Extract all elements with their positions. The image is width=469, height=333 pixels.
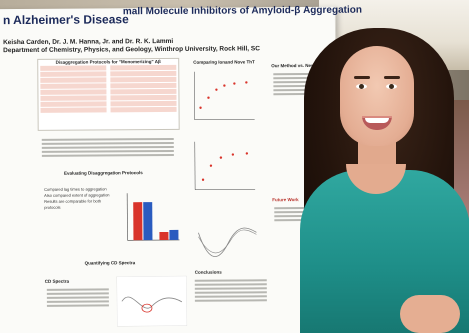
smile: [362, 116, 392, 130]
table-cell: [110, 88, 177, 95]
text-line: [41, 153, 174, 157]
table-col-right: [108, 64, 178, 113]
table-cell: [110, 76, 177, 83]
poster-department: Department of Chemistry, Physics, and Ge…: [3, 45, 260, 55]
table-cell: [40, 95, 107, 101]
comparing-heading: Comparing Ionand Nove ThT: [193, 59, 255, 65]
text-line: [41, 149, 174, 153]
cd-curve: [121, 296, 183, 309]
left-iris: [359, 84, 364, 89]
table-cell: [40, 83, 107, 89]
hand: [400, 295, 460, 333]
table-cell: [110, 94, 177, 101]
tht-scatter-chart: [194, 71, 255, 121]
text-line: [194, 279, 267, 282]
curve-2: [198, 229, 257, 254]
text-line: [194, 283, 267, 286]
poster-title: n Alzheimer's Disease: [3, 12, 129, 27]
disaggregation-table-panel: Disaggregation Protocols for "Monomerizi…: [37, 57, 180, 131]
text-line: [41, 137, 174, 141]
data-point: [245, 152, 249, 155]
data-point: [207, 96, 210, 99]
conclusions-heading: Conclusions: [194, 269, 222, 275]
cd-text-block: [43, 286, 113, 308]
text-line: [41, 145, 174, 149]
left-eyebrow: [354, 76, 370, 79]
text-line: [194, 291, 267, 294]
bar-blue-1: [143, 202, 153, 241]
presenter-person: [300, 0, 469, 333]
data-point: [223, 84, 226, 87]
table-cell: [110, 100, 177, 107]
text-line: [46, 304, 109, 307]
table-cell: [40, 101, 107, 107]
right-iris: [389, 84, 394, 89]
table-cell: [40, 89, 107, 95]
data-point: [231, 153, 235, 156]
bullet-item: Results are comparable for both protocol…: [44, 198, 102, 210]
data-point: [201, 178, 205, 181]
bar-red-1: [133, 202, 143, 241]
text-line: [46, 288, 109, 291]
evaluating-heading: Evaluating Disaggregation Protocols: [63, 170, 143, 176]
text-line: [46, 296, 109, 299]
cd-spectra-heading: CD Spectra: [44, 278, 70, 284]
lag-time-bar-chart: [126, 193, 180, 241]
right-eyebrow: [384, 76, 400, 79]
conclusions-text: [191, 277, 271, 304]
text-line: [46, 292, 109, 295]
data-point: [215, 88, 218, 91]
intro-text-block: [38, 136, 178, 159]
cd-overlay-chart: [198, 227, 257, 257]
text-line: [194, 299, 267, 302]
data-point: [209, 164, 213, 167]
table-col-left: [38, 64, 108, 113]
highlight-circle: [141, 303, 153, 313]
curve-1: [198, 227, 257, 257]
poster-title-line1: n Alzheimer's Disease: [2, 12, 129, 28]
table-cell: [40, 71, 107, 77]
data-point: [245, 81, 248, 84]
table-cell: [40, 107, 107, 113]
evaluating-bullets: Compared lag times to aggregation Also c…: [44, 186, 114, 210]
bar-blue-2: [169, 229, 179, 240]
table-cell: [110, 106, 177, 113]
poster-authors-block: Keisha Carden, Dr. J. M. Hanna, Jr. and …: [3, 37, 260, 55]
table-grid: [38, 64, 178, 114]
table-cell: [40, 65, 107, 71]
text-line: [194, 295, 267, 298]
left-eye: [356, 84, 367, 89]
right-eye: [386, 84, 397, 89]
text-line: [46, 300, 109, 303]
text-line: [194, 287, 267, 290]
data-point: [219, 156, 223, 159]
research-poster: n Alzheimer's Disease mall Molecule Inhi…: [0, 5, 362, 333]
table-cell: [40, 77, 107, 83]
text-line: [41, 141, 174, 145]
face: [340, 46, 414, 146]
bar-red-2: [159, 231, 169, 241]
data-point: [233, 82, 236, 85]
cd-spectrum-chart: [116, 275, 188, 327]
chart-frame: [116, 275, 188, 327]
table-cell: [110, 82, 177, 89]
quantifying-heading: Quantifying CD Spectra: [84, 260, 136, 266]
data-point: [199, 106, 202, 109]
table-cell: [110, 70, 177, 77]
table-cell: [110, 64, 177, 71]
teeth: [365, 118, 389, 123]
tht-scatter-chart-2: [194, 141, 256, 191]
future-heading: Future Work: [272, 197, 299, 203]
